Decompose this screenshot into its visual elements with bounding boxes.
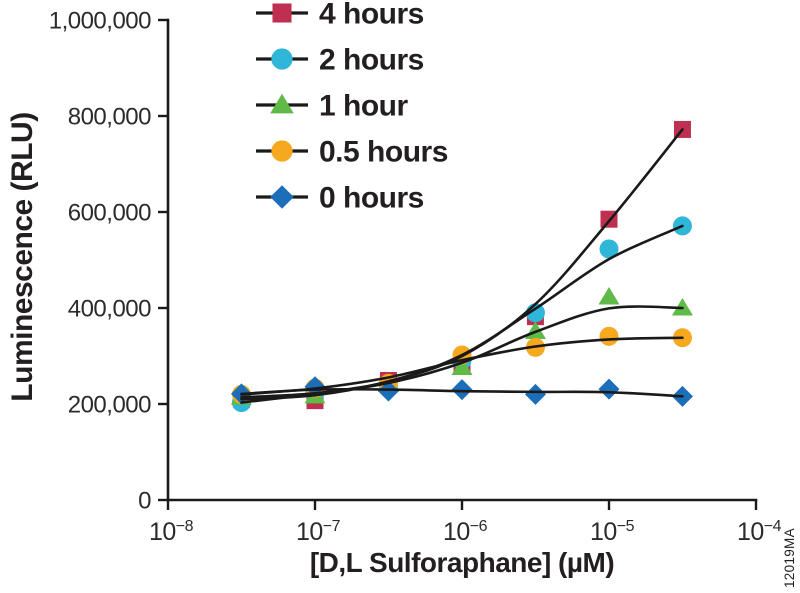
marker-circle xyxy=(599,239,619,259)
x-tick-label: 10−4 xyxy=(737,518,782,546)
x-axis-title: [D,L Sulforaphane] (µM) xyxy=(309,547,615,578)
y-tick-label: 800,000 xyxy=(68,104,151,131)
y-axis-title: Luminescence (RLU) xyxy=(6,112,39,402)
marker-triangle xyxy=(451,357,473,376)
marker-diamond xyxy=(598,378,620,400)
legend-label: 0 hours xyxy=(319,182,424,215)
marker-circle xyxy=(599,326,619,346)
marker-diamond xyxy=(270,185,294,209)
y-tick-label: 0 xyxy=(138,488,151,515)
legend: 4 hours 2 hours 1 hour 0.5 hours 0 hours xyxy=(256,0,448,215)
marker-diamond xyxy=(451,379,473,401)
legend-item-2-hours: 2 hours xyxy=(256,44,424,77)
figure-id-watermark: 12019MA xyxy=(782,528,797,588)
x-tick-label: 10−6 xyxy=(443,518,488,546)
legend-item-0-5-hours: 0.5 hours xyxy=(256,136,448,169)
y-tick-label: 200,000 xyxy=(68,392,151,419)
legend-item-4-hours: 4 hours xyxy=(256,0,424,31)
x-tick-label: 10−5 xyxy=(590,518,635,546)
fit-curve-1-hour xyxy=(240,305,684,399)
marker-square xyxy=(272,3,292,23)
legend-item-0-hours: 0 hours xyxy=(256,182,424,215)
marker-circle xyxy=(271,48,293,70)
x-tick-label: 10−8 xyxy=(149,518,194,546)
y-tick-label: 1,000,000 xyxy=(49,8,151,35)
marker-triangle xyxy=(270,93,294,114)
marker-triangle xyxy=(598,286,620,305)
marker-circle xyxy=(271,140,293,162)
x-tick-label: 10−7 xyxy=(296,518,341,546)
series-markers xyxy=(230,120,693,413)
legend-label: 2 hours xyxy=(319,44,424,77)
legend-label: 0.5 hours xyxy=(319,136,448,169)
legend-label: 4 hours xyxy=(319,0,424,31)
marker-diamond xyxy=(377,380,399,402)
axis-lines xyxy=(166,18,758,502)
fit-curves xyxy=(240,128,684,404)
legend-label: 1 hour xyxy=(319,90,408,123)
fit-curve-0-hours xyxy=(240,387,684,398)
y-axis: 0 200,000 400,000 600,000 800,000 1,000,000 xyxy=(49,8,168,515)
axes xyxy=(166,18,758,502)
legend-item-1-hour: 1 hour xyxy=(256,90,409,123)
marker-diamond xyxy=(524,383,546,405)
x-axis: 10−8 10−7 10−6 10−5 10−4 xyxy=(149,500,782,546)
y-tick-label: 400,000 xyxy=(68,296,151,323)
y-tick-label: 600,000 xyxy=(68,200,151,227)
